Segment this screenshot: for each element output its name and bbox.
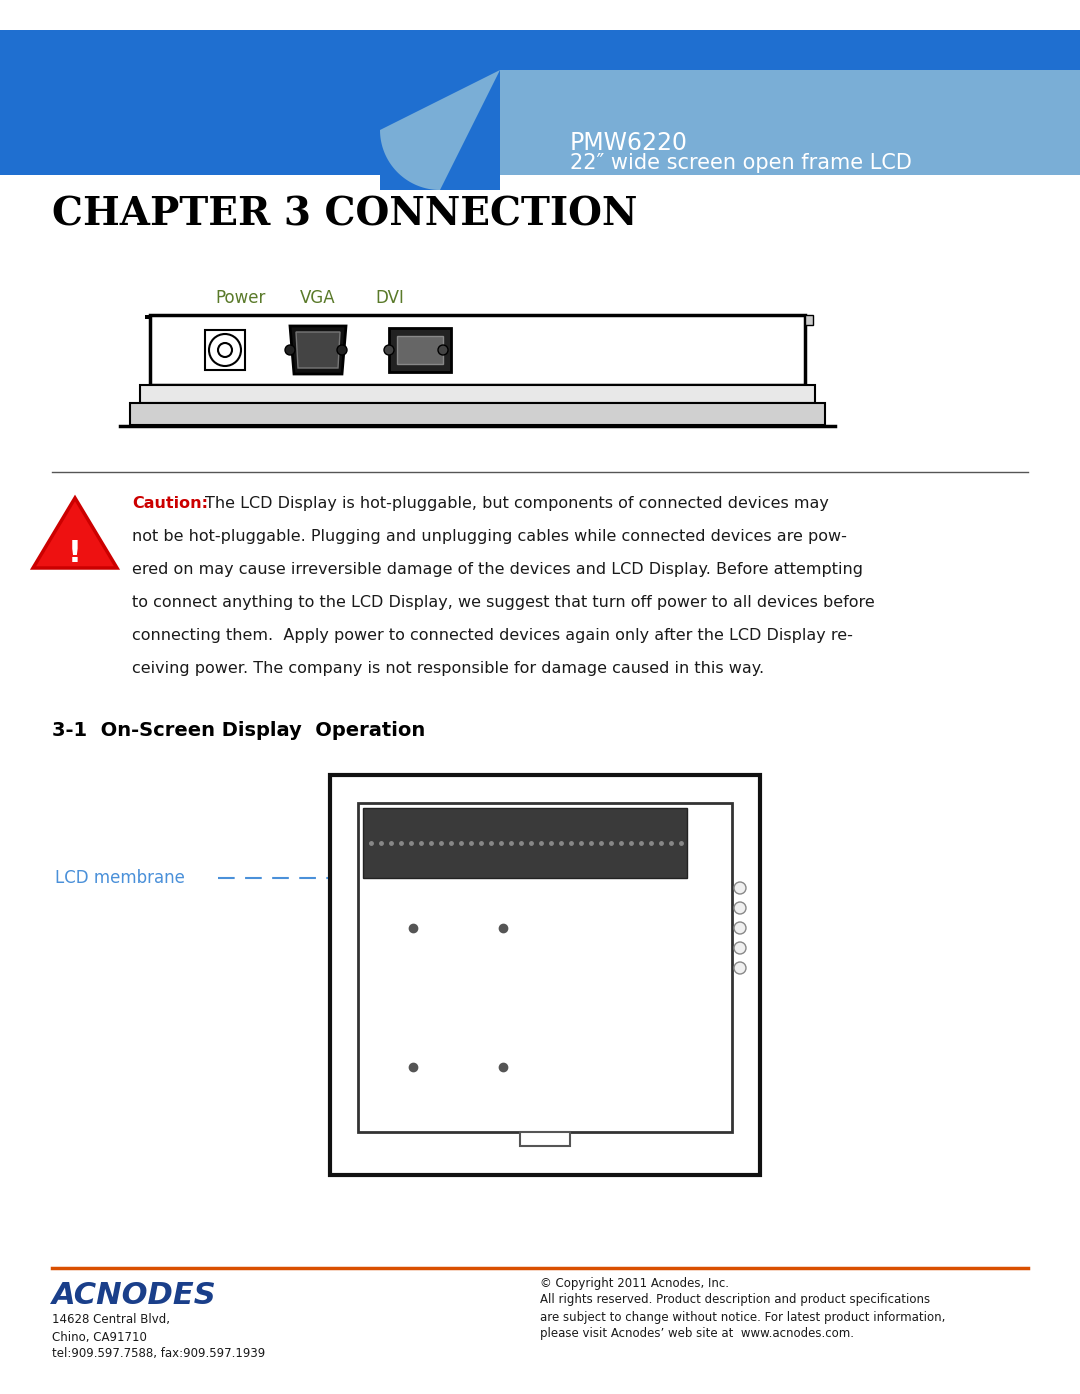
Bar xyxy=(150,315,805,385)
Text: Power: Power xyxy=(215,289,266,307)
Bar xyxy=(130,403,825,425)
Bar xyxy=(205,330,245,369)
Bar xyxy=(397,336,443,364)
Circle shape xyxy=(734,882,746,894)
Text: ACNODES: ACNODES xyxy=(52,1281,217,1309)
Bar xyxy=(145,315,810,319)
Circle shape xyxy=(734,942,746,953)
Polygon shape xyxy=(380,70,500,190)
Circle shape xyxy=(218,343,232,357)
Text: please visit Acnodes’ web site at  www.acnodes.com.: please visit Acnodes’ web site at www.ac… xyxy=(540,1327,854,1341)
Text: are subject to change without notice. For latest product information,: are subject to change without notice. Fo… xyxy=(540,1310,945,1323)
Circle shape xyxy=(438,344,448,355)
Circle shape xyxy=(337,344,347,355)
Text: to connect anything to the LCD Display, we suggest that turn off power to all de: to connect anything to the LCD Display, … xyxy=(132,595,875,611)
Bar xyxy=(389,328,451,372)
Circle shape xyxy=(384,344,394,355)
Text: ceiving power. The company is not responsible for damage caused in this way.: ceiving power. The company is not respon… xyxy=(132,661,765,676)
Text: not be hot-pluggable. Plugging and unplugging cables while connected devices are: not be hot-pluggable. Plugging and unplu… xyxy=(132,528,847,544)
Text: 3-1  On-Screen Display  Operation: 3-1 On-Screen Display Operation xyxy=(52,721,426,739)
Text: !: ! xyxy=(68,539,82,569)
Bar xyxy=(363,809,687,878)
Polygon shape xyxy=(296,332,340,368)
Bar xyxy=(519,1132,570,1146)
Text: All rights reserved. Product description and product specifications: All rights reserved. Product description… xyxy=(540,1294,930,1306)
Circle shape xyxy=(285,344,295,355)
Text: VGA: VGA xyxy=(300,289,336,307)
Text: LCD membrane: LCD membrane xyxy=(55,868,185,887)
Text: 14628 Central Blvd,: 14628 Central Blvd, xyxy=(52,1313,170,1327)
Text: tel:909.597.7588, fax:909.597.1939: tel:909.597.7588, fax:909.597.1939 xyxy=(52,1348,266,1361)
Bar xyxy=(357,803,732,1132)
Polygon shape xyxy=(291,326,346,374)
Text: The LCD Display is hot-pluggable, but components of connected devices may: The LCD Display is hot-pluggable, but co… xyxy=(205,496,828,512)
Text: CHAPTER 3 CONNECTION: CHAPTER 3 CONNECTION xyxy=(52,197,637,234)
Bar xyxy=(380,70,500,190)
Bar xyxy=(380,70,1080,176)
Bar xyxy=(330,775,760,1175)
Bar xyxy=(805,315,813,325)
Text: DVI: DVI xyxy=(375,289,404,307)
Circle shape xyxy=(210,335,241,367)
Circle shape xyxy=(734,962,746,974)
Text: ered on may cause irreversible damage of the devices and LCD Display. Before att: ered on may cause irreversible damage of… xyxy=(132,562,863,577)
Circle shape xyxy=(734,902,746,914)
Polygon shape xyxy=(33,498,117,567)
Polygon shape xyxy=(380,70,500,190)
Circle shape xyxy=(734,921,746,934)
Text: Chino, CA91710: Chino, CA91710 xyxy=(52,1330,147,1344)
Text: Caution:: Caution: xyxy=(132,496,208,512)
Text: PMW6220: PMW6220 xyxy=(570,131,688,155)
Text: © Copyright 2011 Acnodes, Inc.: © Copyright 2011 Acnodes, Inc. xyxy=(540,1277,729,1289)
Bar xyxy=(140,385,815,403)
Text: 22″ wide screen open frame LCD: 22″ wide screen open frame LCD xyxy=(570,153,912,173)
Bar xyxy=(0,31,1080,176)
Text: connecting them.  Apply power to connected devices again only after the LCD Disp: connecting them. Apply power to connecte… xyxy=(132,629,853,643)
